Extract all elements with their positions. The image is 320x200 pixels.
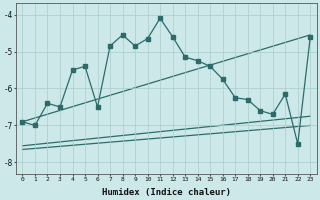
X-axis label: Humidex (Indice chaleur): Humidex (Indice chaleur) bbox=[102, 188, 231, 197]
